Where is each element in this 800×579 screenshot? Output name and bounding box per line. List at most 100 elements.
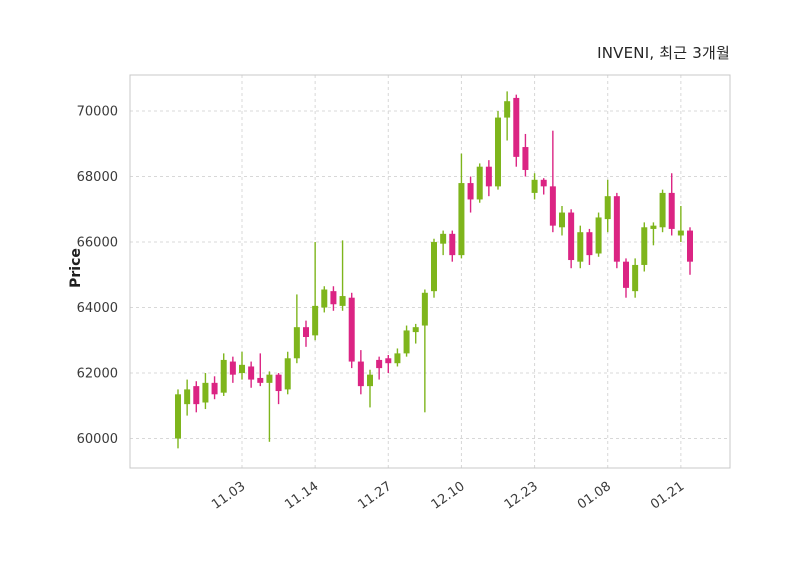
candle-body bbox=[376, 359, 383, 369]
x-tick-label: 01.21 bbox=[648, 479, 687, 513]
candle-body bbox=[211, 382, 218, 395]
x-tick-label: 11.03 bbox=[209, 479, 248, 513]
candle bbox=[586, 228, 593, 265]
candle-body bbox=[632, 264, 639, 292]
candle bbox=[650, 222, 657, 246]
candle-body bbox=[275, 374, 282, 392]
candle-body bbox=[677, 230, 684, 236]
candle bbox=[175, 389, 181, 449]
candle-body bbox=[330, 291, 337, 305]
x-tick-label: 11.27 bbox=[355, 479, 394, 513]
candle bbox=[184, 379, 191, 416]
candle-body bbox=[412, 327, 419, 333]
candle bbox=[293, 294, 300, 364]
candle bbox=[577, 225, 584, 269]
candle-body bbox=[293, 327, 300, 359]
candle-body bbox=[239, 364, 245, 374]
candle-body bbox=[495, 117, 501, 187]
x-tick-label: 12.23 bbox=[502, 479, 541, 513]
y-tick-label: 68000 bbox=[77, 170, 118, 185]
candle-body bbox=[549, 186, 556, 226]
candle-body bbox=[595, 217, 602, 254]
candle bbox=[595, 212, 602, 257]
candle-body bbox=[458, 183, 465, 256]
candle bbox=[623, 258, 629, 298]
candle-body bbox=[659, 192, 666, 228]
candle-body bbox=[394, 353, 401, 364]
y-tick-label: 64000 bbox=[77, 301, 118, 316]
candle-body bbox=[312, 305, 319, 336]
candle-body bbox=[202, 382, 209, 403]
candle-body bbox=[568, 212, 575, 261]
candle bbox=[540, 178, 547, 195]
candle bbox=[613, 192, 620, 269]
candle bbox=[339, 240, 346, 311]
candle bbox=[330, 286, 337, 311]
candle-body bbox=[522, 147, 529, 170]
candle-body bbox=[604, 196, 611, 220]
candle-body bbox=[421, 292, 428, 326]
candle bbox=[348, 292, 355, 369]
candle bbox=[403, 325, 410, 357]
x-tick-label: 11.14 bbox=[282, 479, 321, 513]
candle bbox=[367, 369, 373, 408]
candle-body bbox=[431, 242, 437, 292]
candle-body bbox=[485, 166, 492, 187]
candle bbox=[376, 356, 383, 380]
candle-body bbox=[613, 196, 620, 262]
candle-body bbox=[467, 183, 474, 200]
chart-title: INVENI, 최근 3개월 bbox=[597, 44, 730, 62]
y-tick-label: 60000 bbox=[77, 432, 118, 447]
candle-body bbox=[321, 289, 328, 308]
candle bbox=[211, 376, 218, 400]
candle-body bbox=[357, 361, 364, 387]
candle bbox=[312, 242, 319, 341]
candle bbox=[476, 163, 483, 203]
candle-body bbox=[348, 297, 355, 362]
candle bbox=[467, 176, 474, 213]
candle-body bbox=[284, 358, 291, 390]
candle-body bbox=[385, 358, 392, 364]
candle-body bbox=[403, 330, 410, 354]
candle bbox=[412, 323, 419, 344]
candle bbox=[266, 371, 273, 442]
candle-body bbox=[184, 389, 191, 405]
candle bbox=[687, 227, 693, 275]
candle-body bbox=[531, 179, 538, 193]
candle-body bbox=[339, 296, 346, 306]
candle-body bbox=[303, 327, 309, 337]
candle-body bbox=[476, 166, 483, 200]
candle bbox=[632, 258, 639, 298]
y-tick-label: 62000 bbox=[77, 367, 118, 382]
candle bbox=[357, 350, 364, 395]
candle-body bbox=[193, 386, 200, 405]
candle bbox=[522, 133, 529, 177]
candle bbox=[549, 130, 556, 233]
candle bbox=[275, 373, 282, 405]
candle-body bbox=[367, 374, 373, 387]
candle-body bbox=[248, 366, 255, 380]
candle-body bbox=[220, 359, 227, 393]
candle bbox=[495, 111, 501, 190]
candle bbox=[677, 206, 684, 243]
candle bbox=[303, 320, 309, 347]
candle-body bbox=[641, 227, 648, 265]
candle bbox=[421, 289, 428, 413]
candle-body bbox=[449, 233, 456, 256]
candle bbox=[641, 222, 648, 272]
candle-body bbox=[687, 230, 693, 262]
y-tick-label: 66000 bbox=[77, 236, 118, 251]
candle-body bbox=[650, 225, 657, 229]
candle bbox=[321, 286, 328, 313]
candle bbox=[248, 361, 255, 388]
candle bbox=[668, 173, 675, 236]
candle bbox=[604, 179, 611, 233]
candle bbox=[193, 381, 200, 413]
candle bbox=[229, 356, 236, 383]
candle-body bbox=[540, 179, 547, 187]
candle-body bbox=[586, 232, 593, 256]
candle bbox=[659, 189, 666, 233]
candle bbox=[284, 351, 291, 395]
candle bbox=[559, 206, 565, 236]
candle-body bbox=[257, 377, 264, 383]
